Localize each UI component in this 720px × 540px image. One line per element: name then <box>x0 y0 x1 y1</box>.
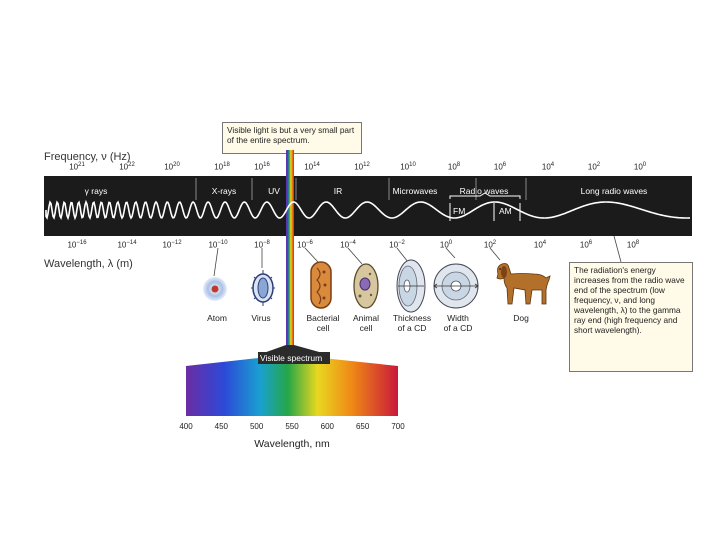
frequency-axis-title: Frequency, ν (Hz) <box>44 151 131 163</box>
atom-label: Atom <box>207 313 227 323</box>
animal-cell-icon <box>353 263 379 309</box>
electromagnetic-wave <box>45 199 691 221</box>
bacterial-cell-icon <box>310 261 332 309</box>
atom-icon <box>203 277 227 301</box>
gamma-rays-label: γ rays <box>84 186 108 196</box>
visible-spectrum-title: Visible spectrum <box>260 353 323 363</box>
visible-tick: 700 <box>391 422 405 431</box>
frequency-tick: 1018 <box>214 162 230 172</box>
energy-callout-text: The radiation's energy increases from th… <box>574 265 685 335</box>
ir-label: IR <box>333 186 343 196</box>
cd-width-label: Width of a CD <box>443 313 473 333</box>
visible-tick: 400 <box>179 422 193 431</box>
wavelength-tick: 10−14 <box>117 240 137 250</box>
wavelength-tick: 10−8 <box>254 240 270 250</box>
frequency-tick: 102 <box>587 162 601 172</box>
frequency-tick: 1022 <box>119 162 135 172</box>
wavelength-tick: 10−10 <box>208 240 228 250</box>
band-separators <box>45 178 691 221</box>
uv-label: UV <box>268 186 280 196</box>
visible-axis-title: Wavelength, nm <box>254 438 330 450</box>
frequency-tick: 1021 <box>69 162 85 172</box>
frequency-tick: 100 <box>633 162 647 172</box>
animal-cell-label: Animal cell <box>353 313 379 333</box>
long-radio-waves-label: Long radio waves <box>580 186 648 196</box>
frequency-tick: 1010 <box>400 162 416 172</box>
visible-light-callout-text: Visible light is but a very small part o… <box>227 125 355 145</box>
wavelength-tick: 10−12 <box>162 240 182 250</box>
wavelength-tick: 106 <box>579 240 593 250</box>
wavelength-tick: 10−4 <box>340 240 356 250</box>
visible-light-callout: Visible light is but a very small part o… <box>222 122 362 154</box>
frequency-tick: 104 <box>541 162 555 172</box>
visible-tick: 600 <box>320 422 335 431</box>
cd-thickness-label: Thickness of a CD <box>392 313 432 333</box>
dog-icon <box>496 263 551 305</box>
fm-label: FM <box>453 206 466 216</box>
wavelength-tick: 100 <box>439 240 453 250</box>
energy-callout: The radiation's energy increases from th… <box>569 262 693 372</box>
wavelength-tick: 10−6 <box>297 240 313 250</box>
wavelength-tick: 108 <box>626 240 640 250</box>
wavelength-tick: 10−2 <box>389 240 405 250</box>
wavelength-tick: 102 <box>483 240 497 250</box>
frequency-tick: 1014 <box>304 162 320 172</box>
cd-thickness-icon <box>396 259 426 313</box>
frequency-tick: 1016 <box>254 162 270 172</box>
visible-tick: 500 <box>249 422 264 431</box>
am-label: AM <box>499 206 512 216</box>
wavelength-tick: 10−16 <box>67 240 87 250</box>
microwaves-label: Microwaves <box>392 186 438 196</box>
frequency-tick: 1020 <box>164 162 180 172</box>
bacterial-cell-label: Bacterial cell <box>306 313 340 333</box>
cd-width-icon <box>433 263 479 309</box>
dog-label: Dog <box>513 313 529 323</box>
frequency-tick: 1012 <box>354 162 370 172</box>
wavelength-tick: 104 <box>533 240 547 250</box>
visible-light-strip <box>286 150 294 355</box>
visible-tick: 650 <box>355 422 370 431</box>
radio-waves-label: Radio waves <box>459 186 509 196</box>
frequency-tick: 108 <box>447 162 461 172</box>
visible-tick: 450 <box>214 422 229 431</box>
visible-tick: 550 <box>285 422 299 431</box>
wavelength-axis-title: Wavelength, λ (m) <box>44 258 133 270</box>
frequency-tick: 106 <box>493 162 507 172</box>
virus-label: Virus <box>251 313 271 323</box>
x-rays-label: X-rays <box>211 186 237 196</box>
virus-icon <box>251 270 275 306</box>
